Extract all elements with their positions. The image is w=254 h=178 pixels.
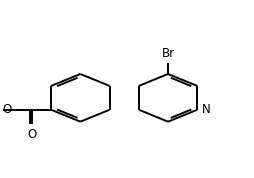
Text: O: O	[3, 103, 12, 116]
Text: O: O	[28, 128, 37, 141]
Text: Br: Br	[162, 47, 174, 60]
Text: N: N	[202, 103, 211, 116]
